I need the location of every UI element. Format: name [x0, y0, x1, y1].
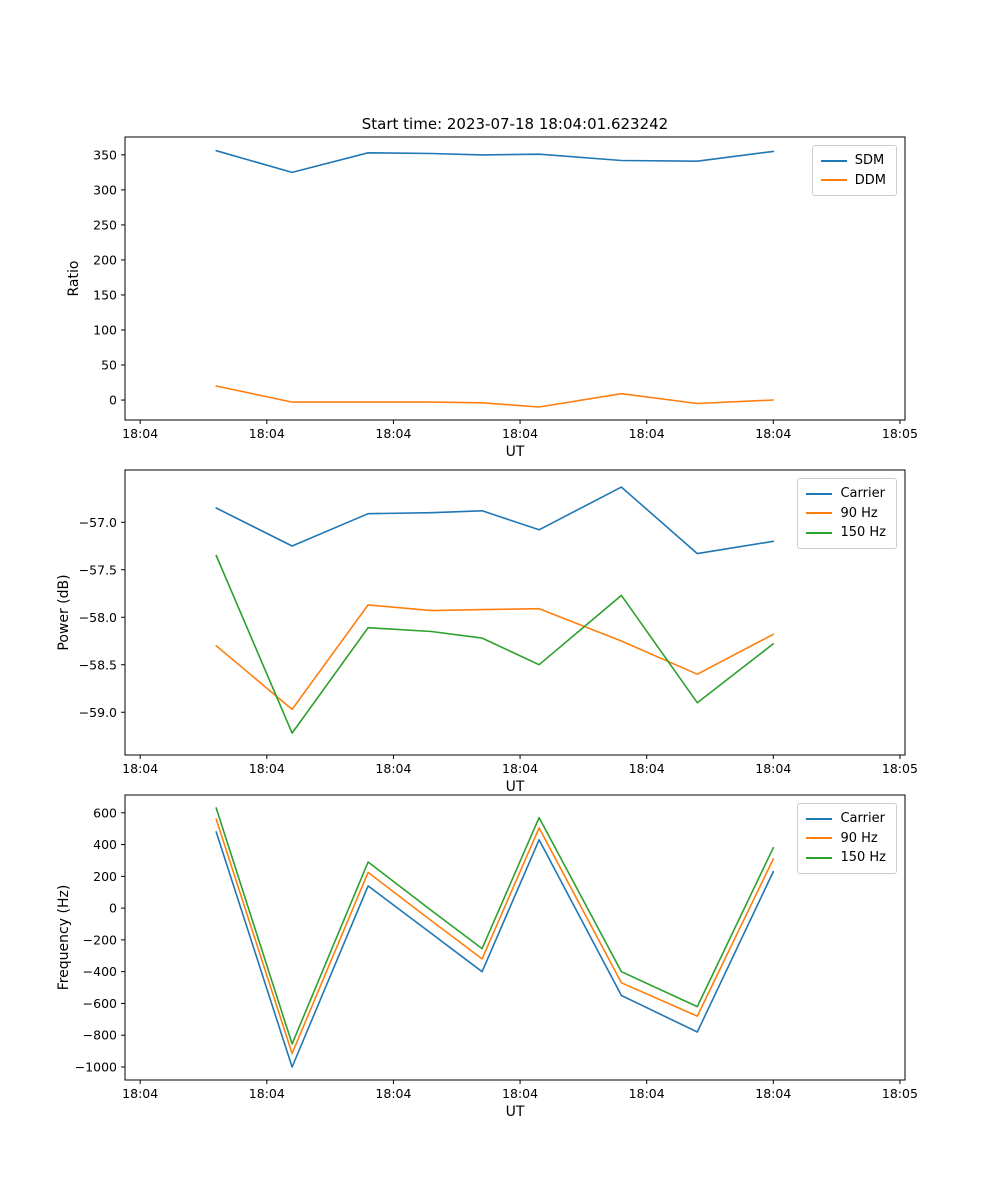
freq-ytick-label: −200 — [83, 932, 117, 947]
ddm-line-sample-icon — [820, 179, 847, 182]
power-carrier-line — [215, 486, 775, 555]
ratio-xtick-label: 18:04 — [249, 426, 285, 441]
power-ytick-label: −58.0 — [79, 610, 117, 625]
power-ytick-label: −59.0 — [79, 705, 117, 720]
carrier-line-sample-icon — [806, 492, 833, 495]
ratio-ytick-label: 250 — [93, 217, 117, 232]
freq-axes-frame — [124, 794, 906, 1081]
ratio-xtick-label: 18:04 — [755, 426, 791, 441]
power-legend-label: Carrier — [840, 486, 885, 501]
power-xtick-label: 18:04 — [375, 761, 411, 776]
freq-xtick-label: 18:04 — [249, 1086, 285, 1101]
ratio-xtick-label: 18:04 — [629, 426, 665, 441]
power-axes-frame — [124, 469, 906, 756]
freq-legend-item-carrier: Carrier — [806, 809, 886, 829]
freq-150-hz-line — [215, 807, 775, 1045]
ratio-xtick-label: 18:05 — [882, 426, 918, 441]
freq-chart: 600 400 200 0 −200 −400 −600 −800 −1000 18:04 18:0… — [56, 794, 918, 1120]
power-legend-item-carrier: Carrier — [806, 484, 886, 504]
freq-ytick-label: 0 — [109, 901, 117, 916]
freq-legend-label: 90 Hz — [840, 830, 878, 846]
power-ytick-label: −58.5 — [79, 657, 117, 672]
power-xtick-label: 18:04 — [629, 761, 665, 776]
ratio-ytick-label: 350 — [93, 147, 117, 162]
ratio-legend-label: DDM — [854, 172, 886, 188]
ratio-xtick-label: 18:04 — [375, 426, 411, 441]
ratio-legend-label: SDM — [854, 153, 885, 168]
ratio-legend-item-ddm: DDM — [820, 171, 886, 191]
freq-ytick-label: 200 — [93, 869, 117, 884]
ratio-legend: SDM DDM — [811, 145, 897, 196]
power-xtick-label: 18:04 — [502, 761, 538, 776]
ratio-chart: 0 50 100 150 200 250 300 350 18:04 18:04 18:04 18:0… — [66, 136, 918, 460]
ratio-axes-frame — [124, 136, 906, 421]
power-legend-item-90-hz: 90 Hz — [806, 504, 886, 524]
power-ytick-label: −57.5 — [79, 562, 117, 577]
freq-ytick-label: −800 — [83, 1028, 117, 1043]
freq-legend: Carrier 90 Hz 150 Hz — [797, 803, 897, 874]
freq-carrier-line — [215, 831, 775, 1068]
power-xtick-label: 18:04 — [755, 761, 791, 776]
ratio-xtick-label: 18:04 — [502, 426, 538, 441]
freq-90-hz-line — [215, 818, 775, 1055]
ratio-sdm-line — [215, 149, 775, 174]
power-150-hz-line — [215, 554, 775, 734]
freq-legend-label: Carrier — [840, 811, 885, 826]
power-legend-label: 150 Hz — [840, 525, 886, 540]
freq-xtick-label: 18:04 — [755, 1086, 791, 1101]
freq-ytick-label: 600 — [93, 805, 117, 820]
freq-ytick-label: 400 — [93, 837, 117, 852]
ratio-legend-item-sdm: SDM — [820, 151, 886, 171]
90-hz-line-sample-icon — [806, 837, 833, 840]
ratio-ddm-line — [215, 385, 775, 408]
freq-xtick-label: 18:04 — [122, 1086, 158, 1101]
150-hz-line-sample-icon — [806, 856, 833, 859]
figure-title: Start time: 2023-07-18 18:04:01.623242 — [361, 115, 669, 133]
ratio-ytick-label: 150 — [93, 287, 117, 302]
power-xtick-label: 18:04 — [122, 761, 158, 776]
freq-xtick-label: 18:04 — [502, 1086, 538, 1101]
ratio-ytick-label: 300 — [93, 182, 117, 197]
power-xtick-label: 18:05 — [882, 761, 918, 776]
freq-ytick-label: −600 — [83, 996, 117, 1011]
carrier-line-sample-icon — [806, 817, 833, 820]
ratio-ytick-label: 50 — [101, 358, 117, 373]
freq-legend-label: 150 Hz — [840, 850, 886, 865]
freq-xtick-label: 18:04 — [375, 1086, 411, 1101]
power-ytick-label: −57.0 — [79, 515, 117, 530]
freq-ylabel: Frequency (Hz) — [56, 885, 72, 991]
power-ylabel: Power (dB) — [56, 574, 72, 650]
freq-ytick-label: −1000 — [75, 1059, 117, 1074]
power-legend-label: 90 Hz — [840, 505, 878, 521]
ratio-ytick-label: 200 — [93, 252, 117, 267]
ratio-ytick-label: 100 — [93, 322, 117, 337]
freq-ytick-label: −400 — [83, 964, 117, 979]
90-hz-line-sample-icon — [806, 512, 833, 515]
ratio-xlabel: UT — [506, 444, 525, 460]
power-legend: Carrier 90 Hz 150 Hz — [797, 478, 897, 549]
ratio-ytick-label: 0 — [109, 393, 117, 408]
power-chart: −57.0 −57.5 −58.0 −58.5 −59.0 18:04 18:04 18:04… — [56, 469, 918, 795]
freq-xtick-label: 18:04 — [629, 1086, 665, 1101]
sdm-line-sample-icon — [820, 159, 847, 162]
freq-legend-item-150-hz: 150 Hz — [806, 848, 886, 868]
freq-xlabel: UT — [506, 1104, 525, 1120]
power-legend-item-150-hz: 150 Hz — [806, 523, 886, 543]
power-xtick-label: 18:04 — [249, 761, 285, 776]
power-90-hz-line — [215, 604, 775, 711]
150-hz-line-sample-icon — [806, 531, 833, 534]
freq-xtick-label: 18:05 — [882, 1086, 918, 1101]
ratio-ylabel: Ratio — [66, 261, 82, 297]
freq-legend-item-90-hz: 90 Hz — [806, 829, 886, 849]
ratio-xtick-label: 18:04 — [122, 426, 158, 441]
power-xlabel: UT — [506, 779, 525, 795]
